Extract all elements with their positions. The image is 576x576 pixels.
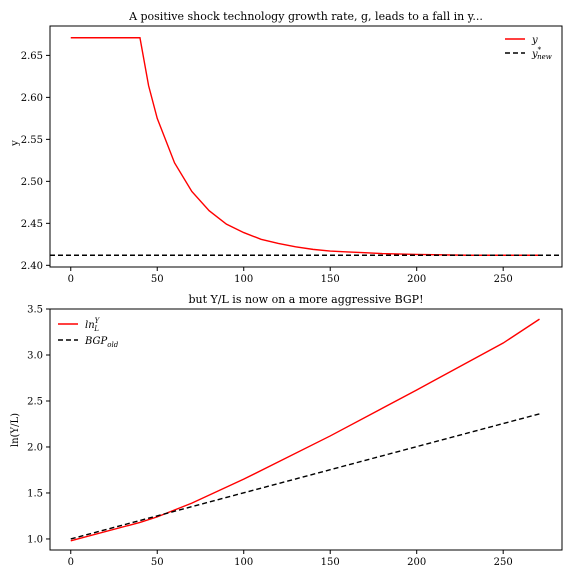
- top-chart: A positive shock technology growth rate,…: [10, 10, 563, 285]
- top-chart-xtick-label-0: 0: [68, 274, 74, 285]
- top-chart-ytick-label-2: 2.50: [21, 177, 43, 188]
- bottom-chart-ytick-label-2: 2.0: [27, 442, 43, 453]
- bottom-chart-xtick-label-4: 200: [407, 557, 426, 568]
- bottom-chart-ticks: 0 50 100 150 200 250 1.0 1.5 2.0 2.5 3.0 3.5: [27, 305, 513, 569]
- top-chart-title: A positive shock technology growth rate,…: [128, 10, 483, 23]
- top-chart-series: [50, 37, 562, 256]
- top-chart-xtick-label-5: 250: [494, 274, 513, 285]
- legend-label-ln-y-l: lnY L: [85, 317, 101, 333]
- legend-label-y-new: y* new: [531, 46, 552, 61]
- top-chart-frame: [49, 25, 563, 268]
- legend-label-bgp-old: BGPold: [84, 336, 119, 349]
- bottom-chart-ytick-label-5: 3.5: [27, 305, 43, 316]
- bottom-chart-title: but Y/L is now on a more aggressive BGP!: [188, 293, 423, 306]
- bottom-chart-ylabel: ln(Y/L): [10, 413, 21, 447]
- bottom-chart-xtick-label-1: 50: [151, 557, 164, 568]
- series-line-bgp-old: [70, 413, 540, 540]
- top-chart-ytick-label-1: 2.45: [21, 219, 43, 230]
- bottom-chart-ytick-label-3: 2.5: [27, 396, 43, 407]
- top-chart-ytick-label-0: 2.40: [21, 261, 43, 272]
- top-chart-ytick-label-5: 2.65: [21, 51, 43, 62]
- bottom-chart-xtick-label-3: 150: [321, 557, 340, 568]
- top-chart-ytick-label-4: 2.60: [21, 93, 43, 104]
- top-chart-ticks: 0 50 100 150 200 250 2.40 2.45 2.50 2.55 2.60 2.65: [21, 51, 513, 285]
- legend-label-y: y: [531, 35, 538, 46]
- top-chart-xtick-label-2: 100: [234, 274, 253, 285]
- top-chart-xtick-label-3: 150: [321, 274, 340, 285]
- bottom-chart-ytick-label-4: 3.0: [27, 350, 43, 361]
- bottom-chart-xtick-label-2: 100: [234, 557, 253, 568]
- top-chart-legend: y y* new: [505, 35, 552, 61]
- series-line-y: [70, 37, 540, 256]
- bottom-chart-frame: [49, 308, 563, 551]
- bottom-chart-xtick-label-0: 0: [68, 557, 74, 568]
- bottom-chart-ytick-label-0: 1.0: [27, 534, 43, 545]
- top-chart-ytick-label-3: 2.55: [21, 135, 43, 146]
- top-chart-xtick-label-4: 200: [407, 274, 426, 285]
- top-chart-ylabel: y: [10, 140, 21, 147]
- series-line-ln-y-l: [70, 318, 540, 542]
- bottom-chart-legend: lnY L BGPold: [58, 317, 119, 349]
- bottom-chart: but Y/L is now on a more aggressive BGP!…: [10, 293, 563, 569]
- top-chart-xtick-label-1: 50: [151, 274, 164, 285]
- bottom-chart-xtick-label-5: 250: [494, 557, 513, 568]
- bottom-chart-ytick-label-1: 1.5: [27, 488, 43, 499]
- bottom-chart-series: [70, 318, 540, 542]
